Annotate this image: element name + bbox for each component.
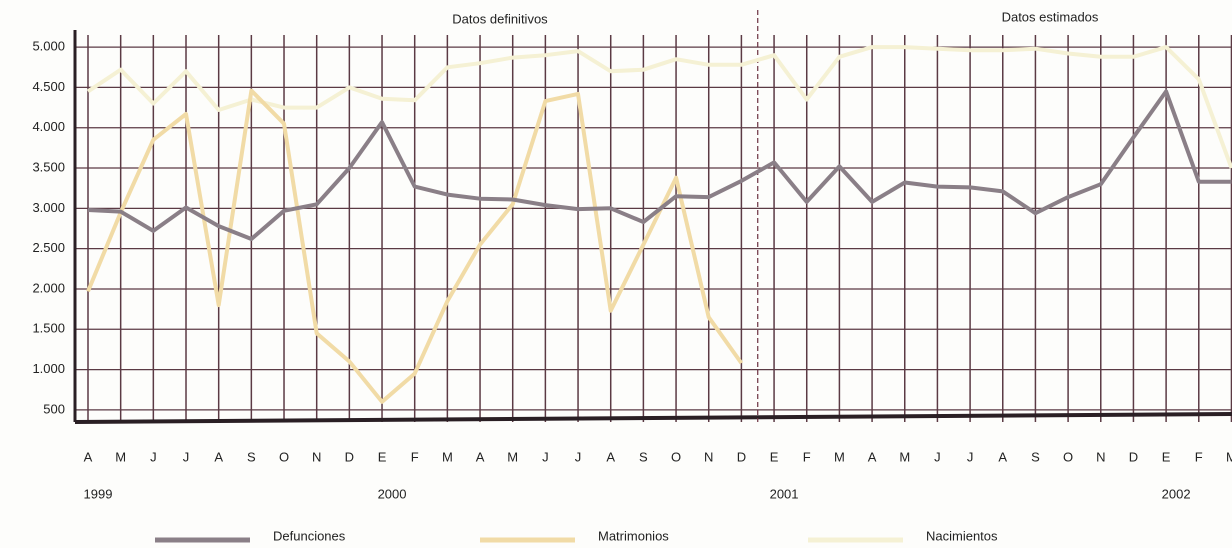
x-axis: [74, 412, 1232, 424]
x-tick-label: N: [1096, 449, 1105, 464]
x-tick-label: M: [899, 449, 910, 464]
annotation: Datos estimados: [1002, 9, 1099, 24]
x-tick-label: M: [115, 449, 126, 464]
legend-label: Nacimientos: [926, 528, 998, 543]
x-tick-label: M: [1226, 449, 1232, 464]
x-tick-label: J: [542, 449, 549, 464]
x-tick-label: N: [312, 449, 321, 464]
x-tick-label: E: [378, 449, 387, 464]
y-tick-label: 3.500: [32, 159, 65, 174]
x-tick-label: E: [1162, 449, 1171, 464]
y-tick-label: 500: [43, 401, 65, 416]
x-tick-label: M: [442, 449, 453, 464]
x-tick-label: S: [639, 449, 648, 464]
x-tick-label: F: [1195, 449, 1203, 464]
year-label: 2002: [1162, 486, 1191, 501]
x-tick-label: N: [704, 449, 713, 464]
y-tick-label: 1.500: [32, 321, 65, 336]
year-label: 2001: [770, 486, 799, 501]
y-tick-label: 3.000: [32, 200, 65, 215]
y-tick-label: 4.000: [32, 119, 65, 134]
x-tick-label: D: [1129, 449, 1138, 464]
x-tick-label: A: [868, 449, 877, 464]
y-tick-label: 1.000: [32, 361, 65, 376]
x-tick-label: A: [84, 449, 93, 464]
x-tick-label: D: [737, 449, 746, 464]
x-tick-label: J: [150, 449, 157, 464]
year-label: 2000: [378, 486, 407, 501]
legend-label: Defunciones: [273, 528, 346, 543]
series-line: [87, 89, 1232, 241]
x-tick-label: A: [606, 449, 615, 464]
x-tick-label: A: [214, 449, 223, 464]
x-tick-label: F: [803, 449, 811, 464]
x-tick-label: M: [507, 449, 518, 464]
x-tick-label: J: [183, 449, 190, 464]
x-tick-label: O: [1063, 449, 1073, 464]
x-tick-label: O: [671, 449, 681, 464]
x-tick-label: E: [770, 449, 779, 464]
y-tick-label: 4.500: [32, 79, 65, 94]
x-tick-label: A: [998, 449, 1007, 464]
x-tick-label: S: [1031, 449, 1040, 464]
x-tick-label: S: [247, 449, 256, 464]
x-tick-label: J: [967, 449, 974, 464]
year-label: 1999: [84, 486, 113, 501]
x-tick-label: M: [834, 449, 845, 464]
series-line: [86, 45, 1232, 169]
x-tick-label: J: [575, 449, 582, 464]
x-tick-label: J: [934, 449, 941, 464]
series-line: [86, 88, 744, 404]
annotation: Datos definitivos: [452, 11, 548, 26]
x-tick-label: O: [279, 449, 289, 464]
x-tick-label: F: [411, 449, 419, 464]
x-tick-label: D: [345, 449, 354, 464]
y-tick-label: 2.500: [32, 240, 65, 255]
x-tick-label: A: [476, 449, 485, 464]
legend-label: Matrimonios: [598, 528, 669, 543]
y-tick-label: 5.000: [32, 39, 65, 54]
y-tick-label: 2.000: [32, 280, 65, 295]
